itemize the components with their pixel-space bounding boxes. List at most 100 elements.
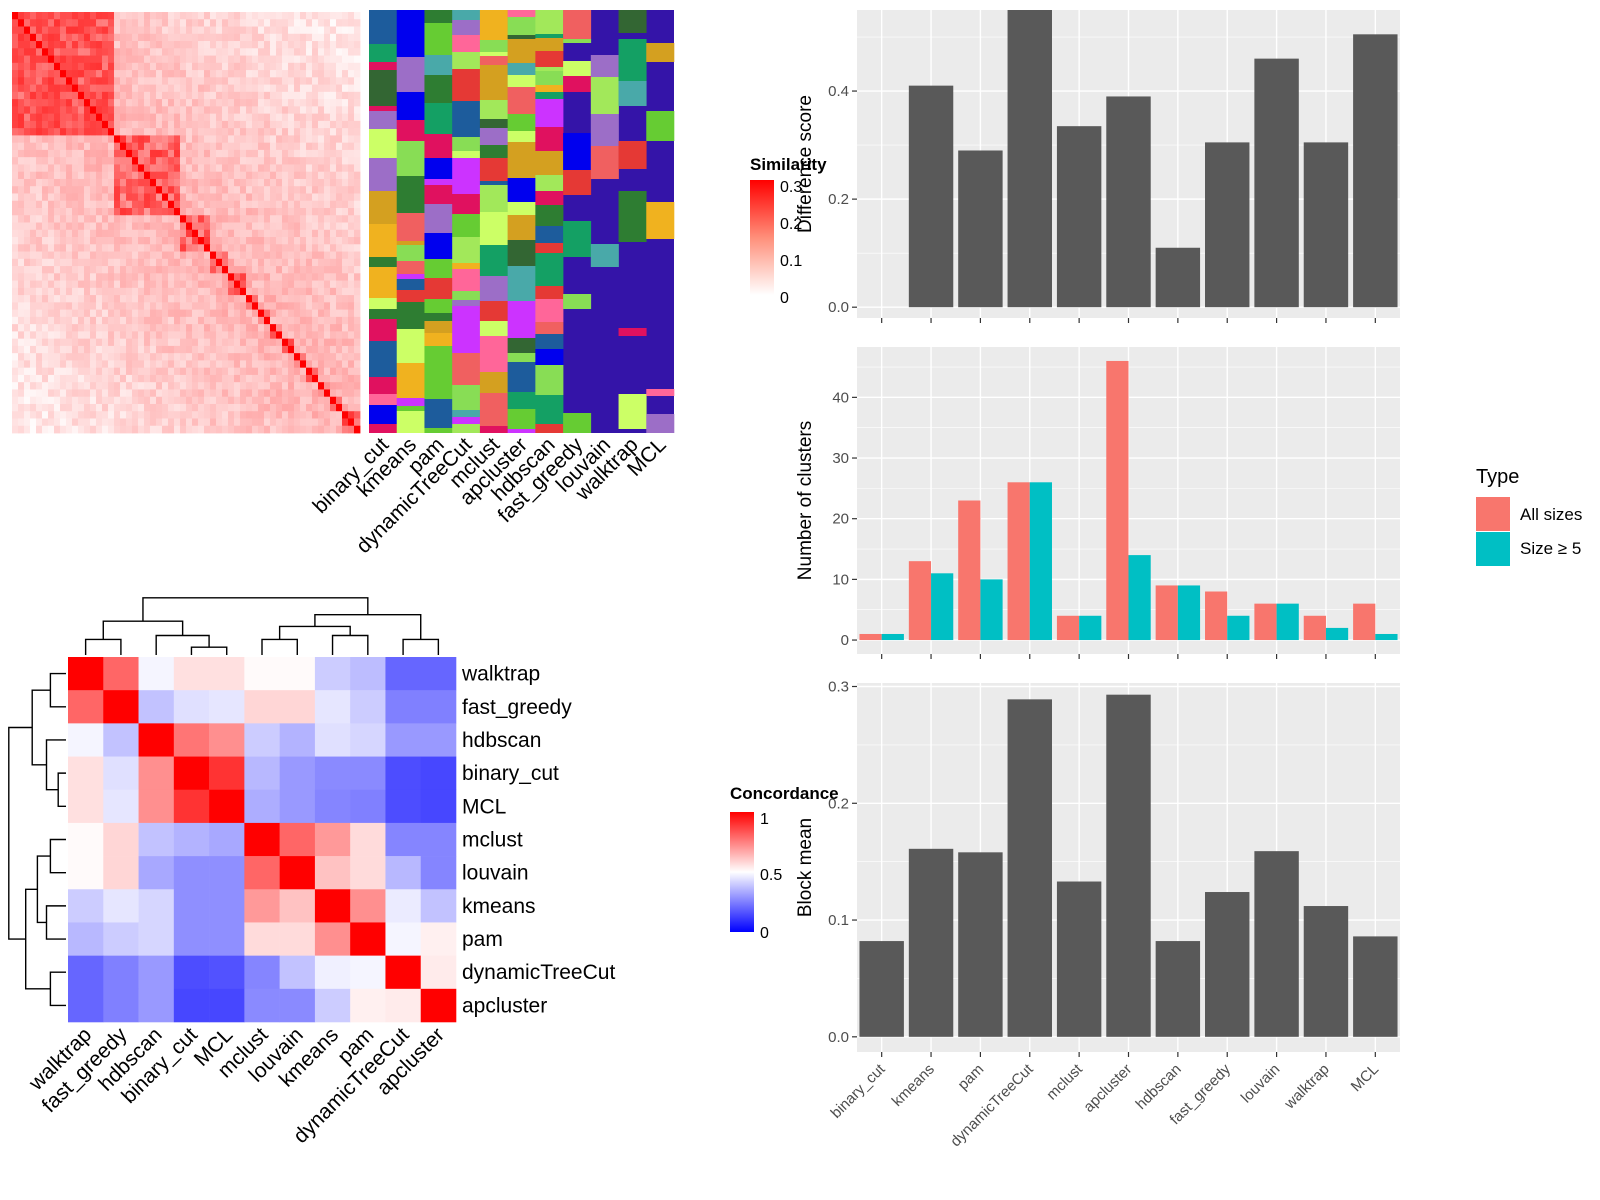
- cluster-segment: [535, 299, 564, 322]
- similarity-cell: [198, 41, 205, 49]
- similarity-cell: [186, 135, 193, 144]
- similarity-cell: [90, 266, 97, 274]
- similarity-cell: [180, 186, 187, 194]
- similarity-cell: [186, 106, 193, 115]
- similarity-cell: [120, 48, 127, 56]
- similarity-cell: [120, 200, 127, 209]
- similarity-cell: [174, 62, 181, 71]
- similarity-cell: [78, 345, 85, 354]
- similarity-cell: [18, 273, 25, 281]
- similarity-cell: [342, 77, 349, 85]
- similarity-cell: [156, 309, 163, 318]
- similarity-cell: [12, 186, 19, 194]
- similarity-cell: [246, 26, 253, 35]
- similarity-cell: [60, 302, 67, 310]
- similarity-cell: [168, 215, 175, 223]
- similarity-cell: [162, 33, 169, 42]
- similarity-cell: [42, 425, 49, 434]
- similarity-cell: [354, 215, 361, 223]
- similarity-cell: [180, 48, 187, 56]
- similarity-cell: [132, 258, 139, 267]
- similarity-cell: [276, 207, 283, 216]
- similarity-cell: [144, 273, 151, 281]
- similarity-cell: [354, 316, 361, 325]
- similarity-cell: [216, 113, 223, 122]
- similarity-cell: [264, 295, 271, 303]
- similarity-cell: [234, 229, 241, 238]
- similarity-cell: [318, 19, 325, 27]
- concordance-cell: [103, 955, 139, 990]
- similarity-cell: [312, 164, 319, 173]
- similarity-cell: [306, 295, 313, 303]
- similarity-cell: [54, 309, 61, 318]
- similarity-cell: [150, 324, 157, 332]
- similarity-cell: [144, 258, 151, 267]
- similarity-cell: [318, 193, 325, 202]
- similarity-cell: [150, 70, 157, 78]
- similarity-cell: [282, 258, 289, 267]
- similarity-cell: [252, 374, 259, 383]
- similarity-cell: [72, 120, 79, 129]
- concordance-legend-tick: 1: [760, 811, 769, 828]
- similarity-cell: [168, 171, 175, 180]
- similarity-cell: [18, 135, 25, 144]
- similarity-cell: [246, 295, 253, 303]
- similarity-cell: [66, 70, 73, 78]
- similarity-cell: [240, 367, 247, 376]
- similarity-cell: [48, 302, 55, 310]
- similarity-cell: [336, 396, 343, 405]
- similarity-cell: [90, 324, 97, 332]
- concordance-cell: [314, 988, 351, 1023]
- similarity-cell: [168, 19, 175, 27]
- similarity-cell: [144, 142, 151, 151]
- similarity-cell: [282, 338, 289, 347]
- similarity-cell: [30, 55, 37, 64]
- similarity-cell: [228, 99, 235, 107]
- similarity-cell: [120, 258, 127, 267]
- similarity-cell: [258, 135, 265, 144]
- similarity-cell: [282, 280, 289, 289]
- similarity-cell: [222, 345, 229, 354]
- similarity-cell: [294, 389, 301, 398]
- similarity-cell: [240, 164, 247, 173]
- similarity-cell: [258, 389, 265, 398]
- similarity-cell: [354, 258, 361, 267]
- cluster-segment: [535, 51, 564, 67]
- similarity-cell: [186, 367, 193, 376]
- concordance-cell: [385, 657, 422, 691]
- bar: [881, 633, 904, 641]
- similarity-cell: [288, 55, 295, 64]
- similarity-cell: [222, 193, 229, 202]
- similarity-cell: [270, 149, 277, 158]
- similarity-cell: [108, 425, 115, 434]
- similarity-cell: [174, 157, 181, 165]
- similarity-cell: [270, 157, 277, 165]
- similarity-cell: [228, 77, 235, 85]
- similarity-cell: [348, 331, 355, 340]
- similarity-cell: [336, 157, 343, 165]
- similarity-cell: [30, 178, 37, 187]
- similarity-cell: [186, 215, 193, 223]
- similarity-cell: [228, 367, 235, 376]
- similarity-cell: [216, 273, 223, 281]
- similarity-cell: [348, 77, 355, 85]
- similarity-cell: [150, 338, 157, 347]
- similarity-cell: [204, 316, 211, 325]
- similarity-cell: [12, 171, 19, 180]
- similarity-cell: [324, 84, 331, 93]
- concordance-cell: [314, 789, 351, 824]
- similarity-cell: [228, 193, 235, 202]
- similarity-cell: [60, 382, 67, 390]
- similarity-cell: [102, 280, 109, 289]
- similarity-cell: [234, 91, 241, 100]
- similarity-cell: [132, 360, 139, 369]
- similarity-cell: [354, 128, 361, 136]
- similarity-cell: [228, 48, 235, 56]
- similarity-cell: [114, 128, 121, 136]
- similarity-cell: [180, 193, 187, 202]
- similarity-cell: [264, 251, 271, 260]
- similarity-cell: [156, 12, 163, 20]
- similarity-cell: [120, 157, 127, 165]
- similarity-cell: [198, 55, 205, 64]
- similarity-cell: [36, 135, 43, 144]
